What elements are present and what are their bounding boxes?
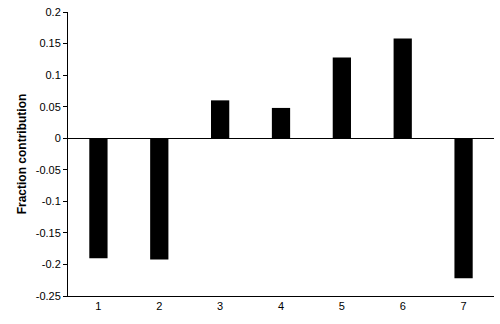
svg-text:7: 7 (461, 300, 467, 312)
svg-text:-0.05: -0.05 (36, 164, 61, 176)
svg-text:5: 5 (339, 300, 345, 312)
svg-text:-0.25: -0.25 (36, 290, 61, 302)
svg-text:-0.2: -0.2 (42, 258, 61, 270)
svg-text:6: 6 (400, 300, 406, 312)
svg-text:1: 1 (95, 300, 101, 312)
svg-text:-0.1: -0.1 (42, 195, 61, 207)
svg-text:0.1: 0.1 (46, 69, 61, 81)
svg-text:0: 0 (55, 132, 61, 144)
svg-text:0.05: 0.05 (39, 101, 60, 113)
svg-text:-0.15: -0.15 (36, 227, 61, 239)
svg-text:2: 2 (156, 300, 162, 312)
svg-text:0.15: 0.15 (39, 37, 60, 49)
svg-text:0.2: 0.2 (46, 6, 61, 18)
svg-text:3: 3 (217, 300, 223, 312)
svg-text:Fraction contribution: Fraction contribution (15, 94, 29, 215)
svg-text:4: 4 (278, 300, 284, 312)
